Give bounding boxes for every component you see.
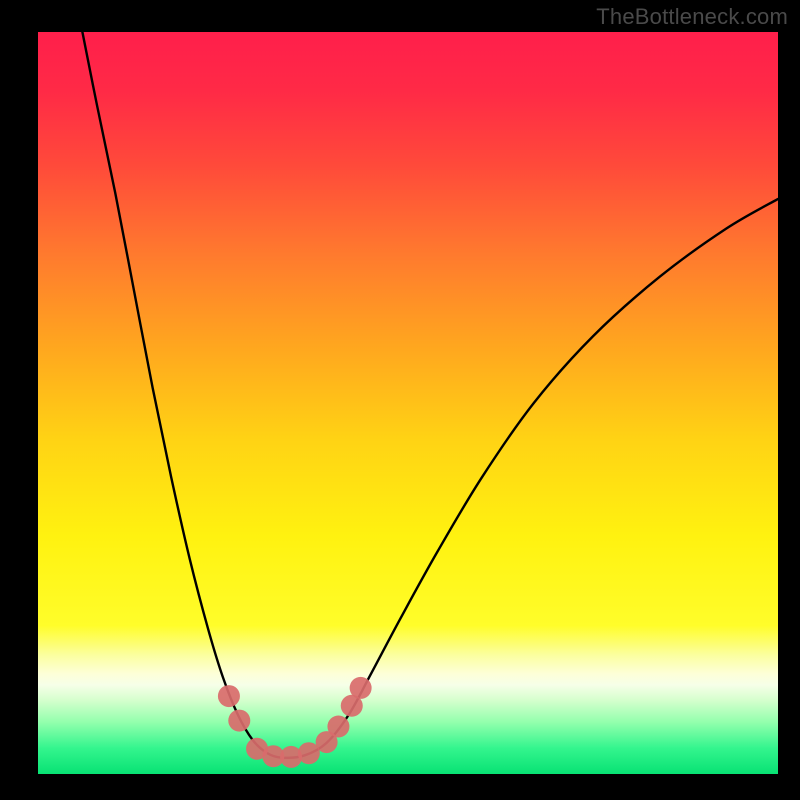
curve-marker [350,677,372,699]
curve-marker [228,710,250,732]
watermark-text: TheBottleneck.com [596,4,788,30]
curve-marker [218,685,240,707]
curve-layer [38,32,778,774]
plot-area [38,32,778,774]
curve-marker [327,716,349,738]
curve-markers [218,677,372,768]
bottleneck-curve [82,32,778,758]
